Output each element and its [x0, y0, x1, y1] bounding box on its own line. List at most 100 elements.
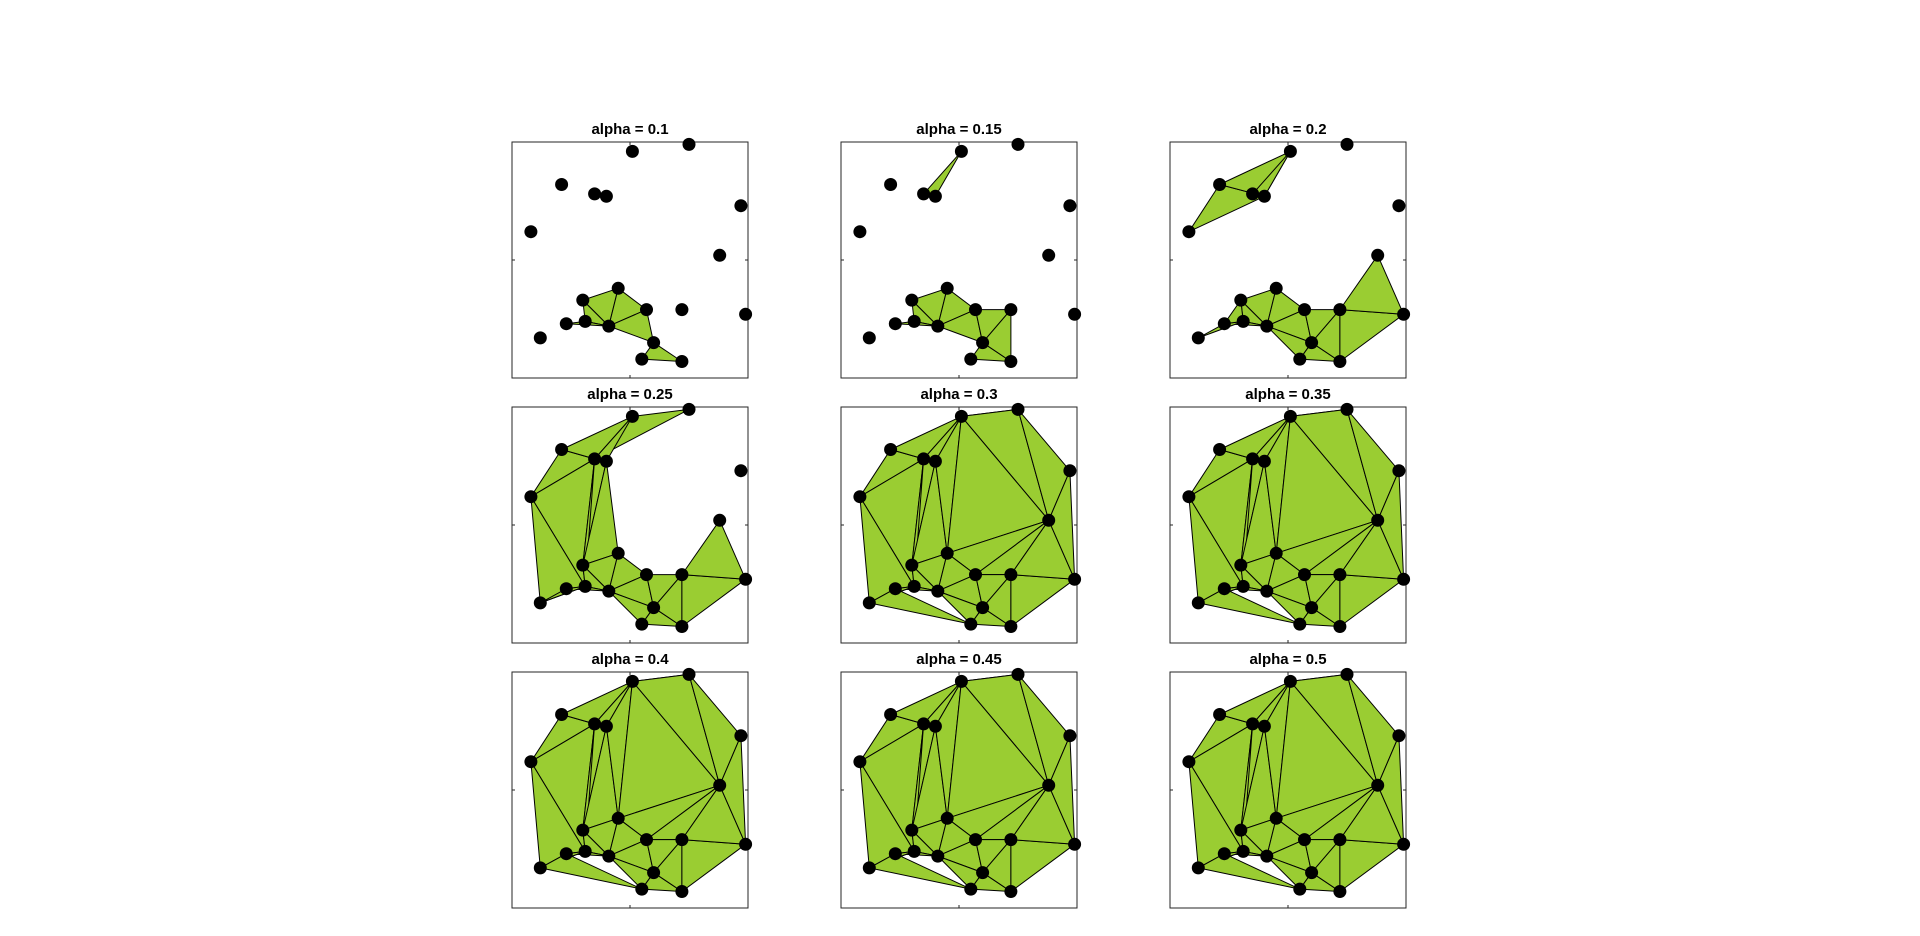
data-point: [931, 849, 945, 863]
data-point: [675, 355, 689, 368]
subplot-7: alpha = 0.4: [511, 651, 753, 909]
data-point: [1217, 582, 1231, 596]
data-point: [954, 674, 968, 688]
data-point: [1042, 513, 1056, 527]
data-point: [559, 317, 573, 331]
data-point: [1397, 572, 1411, 586]
data-point: [964, 882, 978, 896]
subplot-title: alpha = 0.4: [591, 651, 669, 668]
data-point: [1260, 584, 1274, 598]
data-point: [675, 620, 689, 633]
data-point: [1298, 833, 1311, 847]
data-point: [907, 314, 921, 328]
data-point: [1283, 674, 1297, 688]
axes-box: [511, 141, 749, 379]
data-point: [862, 596, 876, 610]
data-point: [1213, 708, 1227, 721]
alpha-shape-triangle: [1266, 855, 1313, 890]
data-point: [1371, 513, 1385, 527]
data-point: [1340, 667, 1354, 681]
data-point: [555, 178, 569, 191]
data-point: [1004, 620, 1018, 633]
alpha-shape-triangle: [539, 853, 643, 890]
data-point: [640, 568, 653, 582]
data-point: [969, 568, 982, 582]
data-point: [578, 314, 592, 328]
data-point: [1305, 601, 1319, 615]
data-point: [905, 823, 919, 837]
data-point: [1246, 452, 1260, 466]
data-point: [625, 674, 639, 688]
alpha-shape-triangle: [1266, 325, 1313, 360]
subplot-title: alpha = 0.3: [920, 386, 997, 403]
data-point: [1063, 464, 1077, 478]
data-point: [1004, 568, 1018, 582]
data-point: [1042, 248, 1056, 262]
data-point: [675, 568, 689, 582]
alpha-shape-triangle: [868, 588, 972, 625]
data-point: [1305, 336, 1319, 350]
data-point: [611, 281, 625, 295]
data-point: [635, 617, 649, 631]
alpha-shape-triangle: [719, 735, 747, 845]
data-point: [611, 546, 625, 560]
alpha-shape-triangle: [608, 855, 655, 890]
data-point: [976, 336, 990, 350]
data-point: [853, 490, 867, 504]
data-point: [888, 847, 902, 861]
data-point: [884, 708, 898, 721]
data-point: [1213, 178, 1227, 191]
data-point: [599, 189, 613, 203]
data-point: [602, 319, 616, 333]
data-point: [862, 331, 876, 345]
data-point: [625, 144, 639, 158]
subplot-4: alpha = 0.25: [511, 386, 753, 644]
data-point: [1333, 303, 1347, 317]
data-point: [976, 866, 990, 880]
data-point: [1269, 281, 1283, 295]
data-point: [739, 837, 753, 851]
data-point: [1392, 729, 1406, 743]
data-point: [1234, 823, 1248, 837]
data-point: [647, 866, 661, 880]
subplot-title: alpha = 0.25: [587, 386, 672, 403]
data-point: [954, 144, 968, 158]
subplot-8: alpha = 0.45: [840, 651, 1082, 909]
data-point: [1392, 464, 1406, 478]
subplot-title: alpha = 0.1: [591, 121, 668, 138]
data-point: [905, 558, 919, 572]
subplot-1: alpha = 0.1: [511, 121, 753, 379]
data-point: [888, 317, 902, 331]
data-point: [555, 708, 569, 721]
alpha-shape-triangle: [982, 309, 1012, 362]
data-point: [555, 443, 569, 456]
data-point: [1004, 833, 1018, 847]
subplot-6: alpha = 0.35: [1169, 386, 1411, 644]
data-point: [1182, 755, 1196, 769]
data-point: [739, 572, 753, 586]
data-point: [1234, 558, 1248, 572]
data-point: [862, 861, 876, 875]
data-point: [588, 717, 602, 731]
data-point: [969, 833, 982, 847]
data-point: [1068, 837, 1082, 851]
data-point: [1260, 849, 1274, 863]
data-point: [1392, 199, 1406, 213]
data-point: [1236, 314, 1250, 328]
data-point: [969, 303, 982, 317]
data-point: [1191, 596, 1205, 610]
data-point: [524, 755, 538, 769]
data-point: [1397, 307, 1411, 321]
data-point: [1246, 717, 1260, 731]
data-point: [1011, 402, 1025, 416]
alpha-shape-triangle: [1339, 254, 1405, 315]
data-point: [559, 582, 573, 596]
data-point: [1269, 811, 1283, 825]
alpha-shape-triangle: [1048, 735, 1076, 845]
data-point: [635, 352, 649, 366]
subplot-title: alpha = 0.2: [1249, 121, 1326, 138]
data-point: [917, 717, 931, 731]
data-point: [682, 137, 696, 151]
alpha-shape-triangle: [1377, 735, 1405, 845]
data-point: [682, 402, 696, 416]
